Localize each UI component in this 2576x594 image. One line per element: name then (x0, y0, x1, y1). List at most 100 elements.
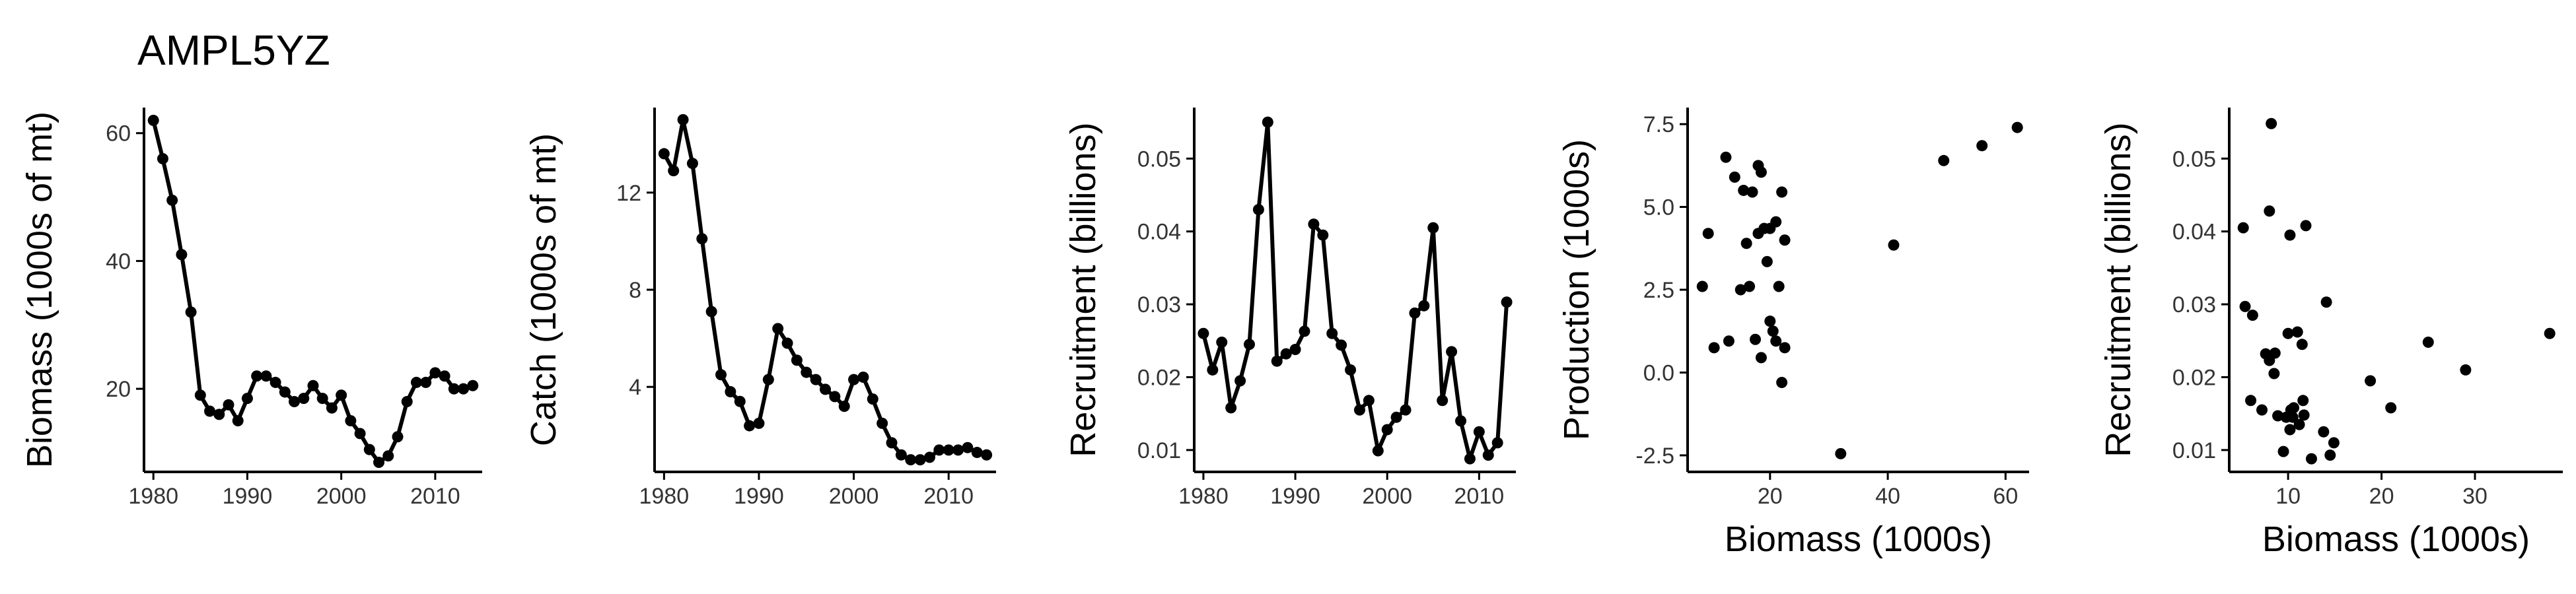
data-point (2287, 411, 2299, 423)
data-point (801, 366, 812, 378)
data-point (838, 401, 850, 412)
x-tick-label: 2000 (829, 484, 879, 509)
panel-5: 10 20 30 0.01 0.02 0.03 0.04 0.05 Recruitment (b… (2098, 108, 2563, 559)
data-point (185, 306, 197, 318)
data-point (1326, 327, 1338, 339)
y-tick-label: 0.01 (2172, 438, 2216, 463)
data-point (420, 376, 432, 388)
data-point (1696, 280, 1708, 292)
data-point (772, 323, 784, 335)
data-point (1723, 335, 1735, 347)
data-point (429, 367, 441, 379)
data-point (1491, 437, 1503, 449)
data-point (2293, 418, 2305, 430)
data-point (260, 370, 272, 382)
data-point (204, 405, 216, 417)
data-point (194, 389, 206, 401)
data-point (705, 306, 717, 317)
data-point (677, 114, 689, 125)
data-point (2422, 336, 2434, 348)
data-point (1729, 171, 1740, 183)
data-point (923, 451, 935, 463)
panel-1: 1980 1990 2000 2010 20 40 60 Biomass (1000s of … (20, 108, 482, 509)
data-point (952, 444, 964, 456)
data-point (2385, 402, 2397, 414)
y-tick-label: 0.04 (1137, 220, 1181, 245)
data-point (2324, 449, 2336, 461)
data-point (2305, 453, 2317, 465)
data-point (829, 391, 841, 403)
data-point (1740, 238, 1752, 249)
data-point (2288, 402, 2300, 414)
data-point (981, 449, 993, 461)
data-point (2269, 347, 2281, 359)
data-point (1779, 234, 1791, 246)
data-point (820, 383, 831, 395)
data-point (1455, 415, 1467, 427)
data-point (1234, 375, 1246, 387)
data-point (1976, 140, 1988, 152)
data-point (241, 393, 253, 405)
data-point (1938, 154, 1950, 166)
data-point (326, 402, 338, 414)
data-point (176, 249, 188, 261)
data-point (401, 395, 413, 407)
y-axis-label: Recruitment (billions) (1063, 122, 1103, 457)
y-tick-label: 7.5 (1643, 112, 1674, 137)
data-point (2284, 229, 2296, 241)
y-tick-label: 12 (616, 181, 641, 206)
y-tick-label: 0.03 (1137, 292, 1181, 317)
data-point (1767, 325, 1779, 337)
y-tick-label: 0.05 (2172, 147, 2216, 172)
data-point (1317, 229, 1329, 241)
data-point (1308, 218, 1320, 230)
data-point (658, 148, 670, 160)
data-point (1280, 348, 1292, 360)
data-point (1744, 280, 1756, 292)
data-point (686, 158, 698, 170)
data-point (354, 428, 366, 440)
data-point (307, 380, 319, 391)
data-point (1243, 339, 1255, 350)
y-tick-label: 60 (106, 121, 131, 147)
panel-3: 1980 1990 2000 2010 0.01 0.02 0.03 0.04 0.05 Recr… (1063, 108, 1516, 509)
data-point (1770, 216, 1782, 228)
x-tick-label: 2000 (316, 484, 367, 509)
y-axis-label: Production (1000s) (1557, 139, 1596, 440)
data-point (410, 376, 422, 388)
data-point (2328, 437, 2340, 449)
data-point (1764, 315, 1776, 327)
y-tick-label: 0.03 (2172, 292, 2216, 317)
data-point (1225, 402, 1237, 414)
data-point (1773, 280, 1785, 292)
data-point (886, 437, 898, 449)
data-point (439, 370, 450, 382)
data-point (2011, 121, 2023, 133)
data-point (914, 454, 926, 466)
data-point (762, 374, 774, 385)
data-point (2284, 424, 2296, 436)
y-axis-label: Recruitment (billions) (2098, 122, 2138, 457)
data-point (2246, 310, 2258, 321)
data-point (2365, 375, 2377, 387)
data-point (1888, 239, 1900, 251)
x-tick-label: 1980 (639, 484, 690, 509)
data-point (336, 389, 347, 401)
data-point (848, 374, 860, 385)
data-point (2297, 395, 2309, 407)
data-point (696, 233, 708, 245)
series-line (151, 119, 474, 465)
data-point (1761, 255, 1773, 267)
y-tick-label: 20 (106, 377, 131, 402)
data-point (345, 415, 357, 427)
data-point (213, 409, 225, 420)
data-point (467, 380, 479, 391)
data-point (1746, 186, 1758, 198)
data-point (1345, 364, 1357, 376)
data-point (1390, 411, 1402, 423)
data-point (2245, 395, 2257, 407)
x-tick-label: 60 (1993, 484, 2018, 509)
data-point (2460, 364, 2472, 376)
data-point (943, 444, 954, 456)
figure-title: AMPL5YZ (137, 26, 330, 74)
